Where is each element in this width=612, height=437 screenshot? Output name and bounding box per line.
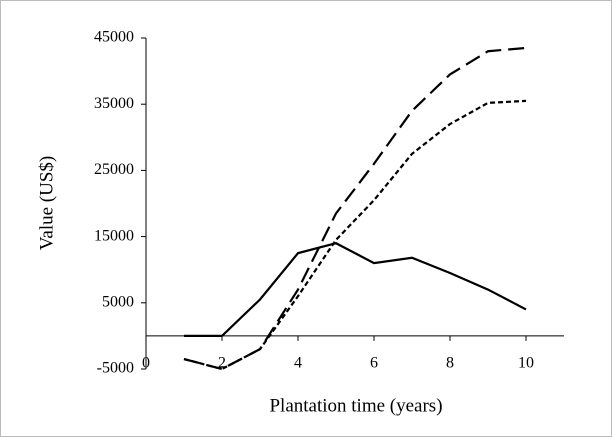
x-tick-label: 4 <box>294 355 302 372</box>
y-axis-title: Value (US$) <box>36 156 57 250</box>
x-tick-label: 8 <box>446 355 454 372</box>
line-series <box>183 99 527 371</box>
x-tick-label: 10 <box>518 355 534 372</box>
x-axis-title: Plantation time (years) <box>269 395 442 416</box>
x-tick-label: 0 <box>142 355 150 372</box>
y-tick-label: 25000 <box>94 161 134 178</box>
y-tick-label: -5000 <box>97 360 134 377</box>
y-tick-label: 5000 <box>102 293 134 310</box>
y-tick-label: 35000 <box>94 95 134 112</box>
y-tick-label: 45000 <box>94 29 134 46</box>
x-tick-label: 2 <box>218 355 226 372</box>
x-tick-label: 6 <box>370 355 378 372</box>
line-series <box>184 242 527 337</box>
y-tick-label: 15000 <box>94 227 134 244</box>
